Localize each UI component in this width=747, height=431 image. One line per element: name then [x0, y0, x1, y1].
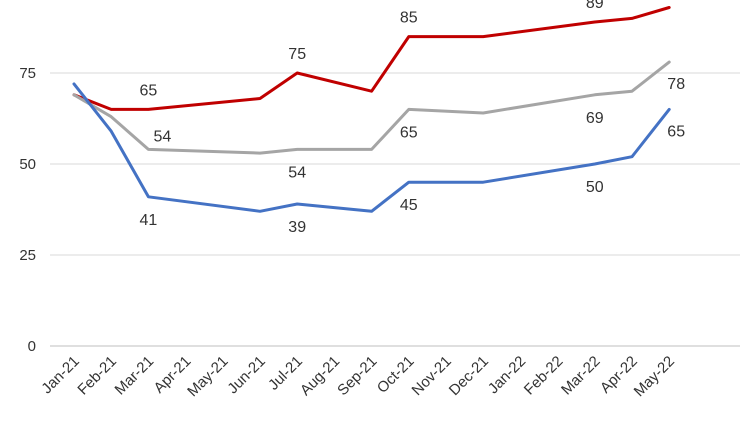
data-labels: 65 75 85 89 54 54 65 69 78 41 39 45 50 65	[140, 0, 686, 236]
data-label: 65	[140, 82, 158, 99]
data-label: 45	[400, 197, 418, 214]
x-tick-label: May-21	[184, 353, 231, 400]
y-tick-label: 75	[19, 65, 36, 82]
y-tick-label: 0	[28, 338, 36, 355]
series-line-1	[72, 6, 671, 111]
data-label: 54	[154, 128, 172, 145]
series-line-2	[72, 60, 671, 155]
data-label: 41	[140, 212, 158, 229]
data-label: 39	[288, 219, 306, 236]
x-tick-label: Jan-21	[38, 353, 82, 397]
y-tick-label: 25	[19, 247, 36, 264]
data-label: 65	[667, 123, 685, 140]
data-label: 89	[586, 0, 604, 12]
data-label: 54	[288, 164, 306, 181]
x-tick-label: May-22	[631, 353, 678, 400]
series-layer	[72, 6, 671, 213]
data-label: 85	[400, 10, 418, 27]
y-tick-label: 50	[19, 156, 36, 173]
x-tick-label: Feb-21	[74, 353, 120, 399]
x-tick-label: Dec-21	[446, 353, 492, 399]
data-label: 50	[586, 179, 604, 196]
x-tick-label: Nov-21	[409, 353, 455, 399]
x-tick-label: Sep-21	[334, 353, 380, 399]
x-tick-label: Mar-21	[112, 353, 158, 399]
x-tick-label: Feb-22	[521, 353, 567, 399]
x-tick-label: Mar-22	[558, 353, 604, 399]
data-label: 75	[288, 46, 306, 63]
x-tick-labels: Jan-21Feb-21Mar-21Apr-21May-21Jun-21Jul-…	[38, 353, 678, 400]
data-label: 65	[400, 124, 418, 141]
y-tick-labels: 0 25 50 75	[19, 65, 36, 355]
grid-layer	[50, 72, 740, 347]
data-label: 69	[586, 110, 604, 127]
data-label: 78	[667, 76, 685, 93]
x-tick-label: Jan-22	[485, 353, 529, 397]
x-tick-label: Aug-21	[297, 353, 343, 399]
x-tick-label: Jun-21	[224, 353, 268, 397]
series-line-3	[72, 82, 671, 213]
